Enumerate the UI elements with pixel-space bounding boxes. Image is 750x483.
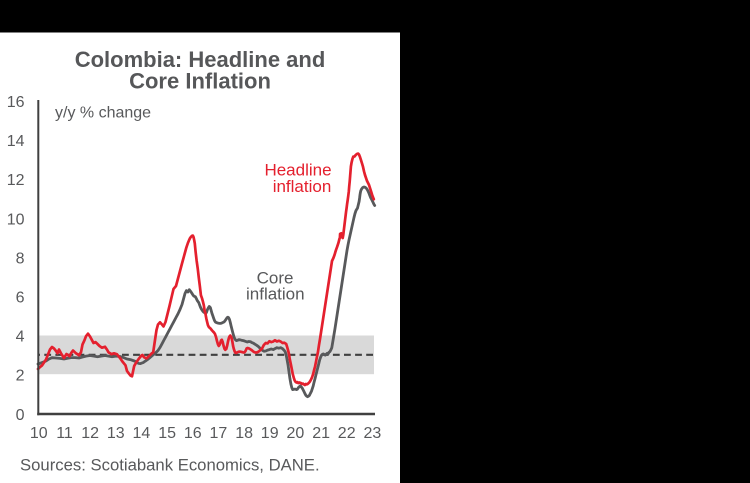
svg-text:22: 22 — [338, 425, 356, 442]
svg-text:23: 23 — [364, 425, 382, 442]
svg-text:Core Inflation: Core Inflation — [129, 69, 271, 94]
svg-text:Colombia: Headline and: Colombia: Headline and — [75, 47, 326, 72]
svg-text:inflation: inflation — [273, 177, 332, 196]
svg-text:18: 18 — [235, 425, 253, 442]
svg-text:20: 20 — [287, 425, 305, 442]
svg-text:11: 11 — [56, 425, 73, 442]
svg-text:2: 2 — [16, 368, 25, 385]
svg-text:Core: Core — [257, 268, 294, 287]
svg-text:16: 16 — [7, 94, 25, 111]
svg-text:17: 17 — [210, 425, 228, 442]
svg-text:15: 15 — [158, 425, 176, 442]
svg-text:Sources: Scotiabank Economics,: Sources: Scotiabank Economics, DANE. — [20, 456, 320, 475]
svg-text:12: 12 — [7, 172, 25, 189]
svg-text:y/y % change: y/y % change — [55, 105, 151, 122]
svg-text:inflation: inflation — [246, 285, 305, 304]
svg-text:0: 0 — [16, 407, 25, 424]
svg-text:10: 10 — [7, 211, 25, 228]
svg-text:19: 19 — [261, 425, 279, 442]
svg-text:Headline: Headline — [264, 161, 331, 180]
svg-text:8: 8 — [16, 250, 25, 267]
svg-text:6: 6 — [16, 290, 25, 307]
svg-text:14: 14 — [133, 425, 151, 442]
svg-text:10: 10 — [30, 425, 48, 442]
svg-text:14: 14 — [7, 133, 25, 150]
svg-text:4: 4 — [16, 329, 25, 346]
svg-text:16: 16 — [184, 425, 202, 442]
svg-text:12: 12 — [81, 425, 99, 442]
svg-text:13: 13 — [107, 425, 125, 442]
svg-text:21: 21 — [312, 425, 330, 442]
